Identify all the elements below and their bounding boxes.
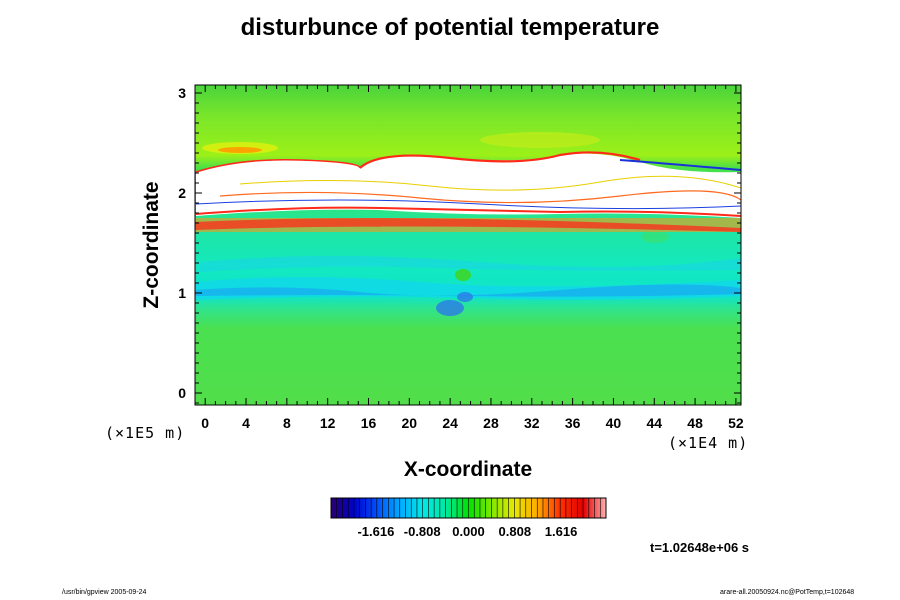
z-axis-unit: (×1E5 m) xyxy=(105,424,186,442)
time-label: t=1.02648e+06 s xyxy=(650,540,750,555)
x-axis: 0 4 8 12 16 20 24 28 32 36 40 44 48 52 xyxy=(194,85,744,431)
y-tick-label: 2 xyxy=(178,185,186,201)
colorbar-ticks: -1.616 -0.808 0.000 0.808 1.616 xyxy=(357,524,577,539)
x-axis-label: X-coordinate xyxy=(403,458,533,481)
x-tick-label: 28 xyxy=(483,415,499,431)
z-axis-label: Z-coordinate xyxy=(140,181,163,308)
x-tick-label: 20 xyxy=(402,415,418,431)
colorbar-tick-label: -0.808 xyxy=(404,524,441,539)
x-tick-label: 4 xyxy=(242,415,250,431)
y-axis: 0 1 2 3 xyxy=(178,85,741,404)
colorbar-separators xyxy=(336,498,601,518)
x-tick-label: 40 xyxy=(606,415,622,431)
y-tick-label: 1 xyxy=(178,285,186,301)
x-tick-label: 8 xyxy=(283,415,291,431)
y-tick-label: 3 xyxy=(178,85,186,101)
colorbar-tick-label: -1.616 xyxy=(357,524,394,539)
x-tick-label: 52 xyxy=(728,415,744,431)
x-tick-label: 32 xyxy=(524,415,540,431)
footer-file: arare-all.20050924.nc@PotTemp,t=102648 xyxy=(720,589,855,596)
chart-title: disturbunce of potential temperature xyxy=(240,14,660,41)
colorbar-tick-label: 0.000 xyxy=(452,524,485,539)
x-tick-label: 12 xyxy=(320,415,336,431)
plot-frame xyxy=(194,84,742,406)
colorbar-tick-label: 1.616 xyxy=(545,524,578,539)
x-tick-label: 48 xyxy=(687,415,703,431)
heatmap-field xyxy=(195,85,741,405)
y-tick-label: 0 xyxy=(178,385,186,401)
x-tick-label: 0 xyxy=(201,415,209,431)
x-tick-label: 16 xyxy=(361,415,377,431)
colorbar-tick-label: 0.808 xyxy=(499,524,532,539)
x-tick-label: 44 xyxy=(646,415,662,431)
x-tick-label: 24 xyxy=(442,415,458,431)
footer-command: /usr/bin/gpview 2005-09-24 xyxy=(62,589,147,596)
x-axis-unit: (×1E4 m) xyxy=(668,434,749,452)
x-tick-label: 36 xyxy=(565,415,581,431)
